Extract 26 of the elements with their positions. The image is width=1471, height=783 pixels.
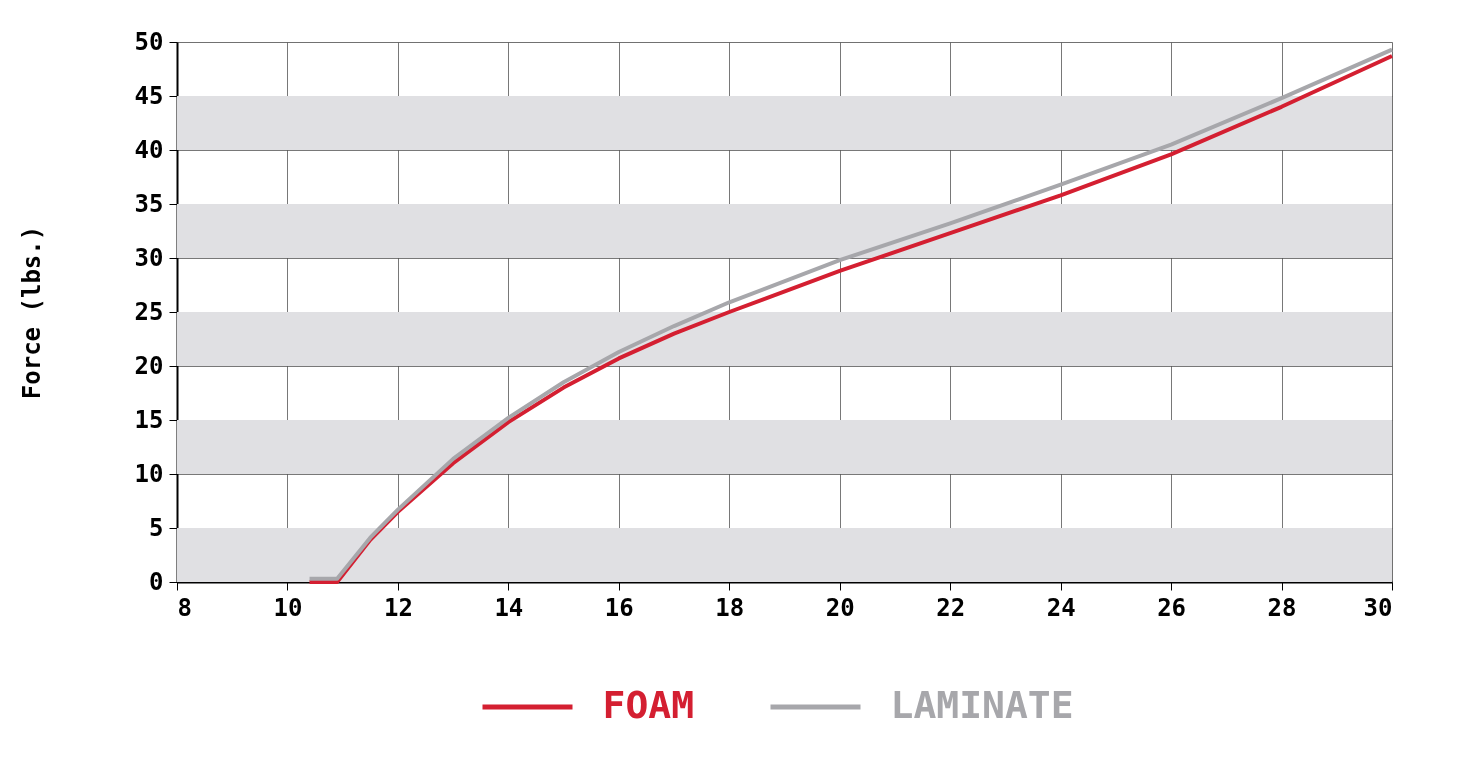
legend-label: LAMINATE [890,683,1074,727]
y-tick-label: 5 [149,513,164,542]
y-tick-label: 15 [134,405,164,434]
x-tick-label: 24 [1046,593,1076,622]
y-tick-label: 35 [134,189,164,218]
y-axis-title: Force (lbs.) [17,225,46,400]
x-tick-label: 16 [604,593,634,622]
y-tick-label: 10 [134,459,164,488]
x-tick-label: 22 [936,593,966,622]
y-tick-label: 25 [134,297,164,326]
x-tick-label: 20 [825,593,855,622]
y-tick-label: 20 [134,351,164,380]
x-tick-label: 8 [177,593,192,622]
x-tick-label: 30 [1363,593,1393,622]
x-tick-label: 12 [383,593,413,622]
legend-label: FOAM [602,683,695,727]
y-tick-label: 45 [134,81,164,110]
x-tick-label: 28 [1267,593,1297,622]
x-tick-label: 26 [1157,593,1187,622]
y-tick-label: 50 [134,27,164,56]
x-tick-label: 18 [715,593,745,622]
x-tick-label: 10 [273,593,303,622]
y-tick-label: 30 [134,243,164,272]
y-tick-label: 40 [134,135,164,164]
x-tick-label: 14 [494,593,524,622]
y-tick-label: 0 [149,567,164,596]
